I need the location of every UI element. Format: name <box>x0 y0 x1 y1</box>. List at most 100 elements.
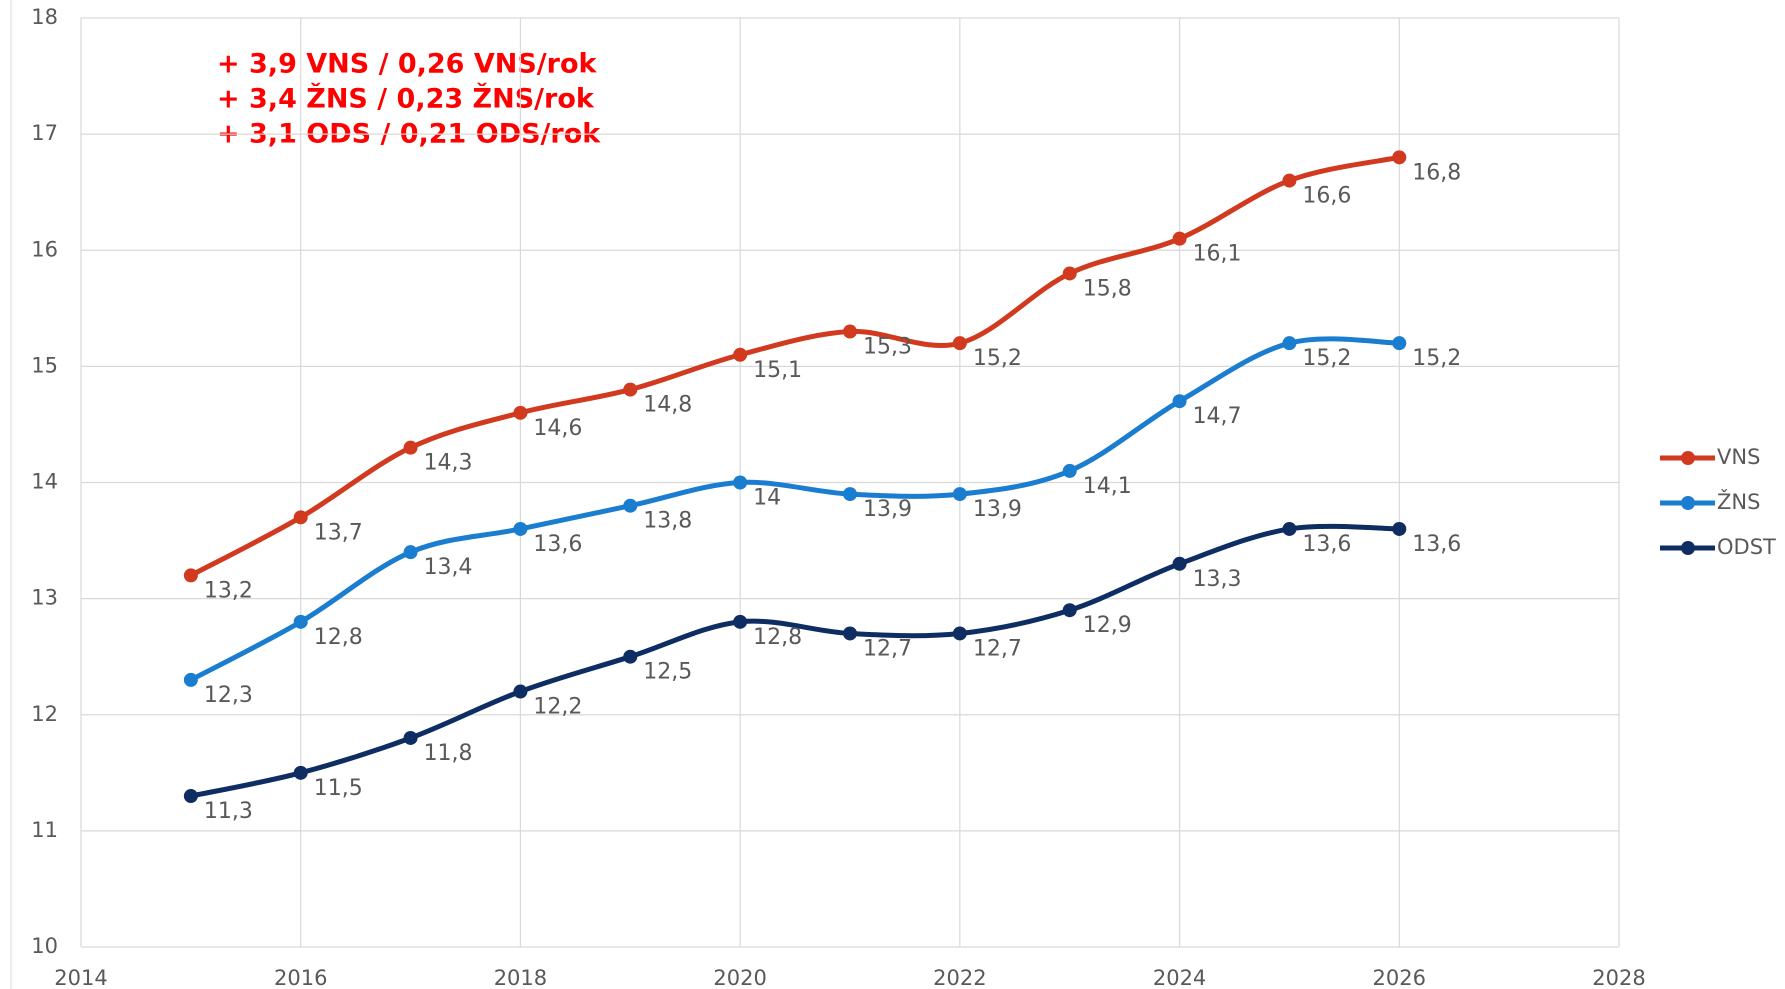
annotation: + 3,9 VNS / 0,26 VNS/rok <box>217 49 598 80</box>
y-tick-label: 10 <box>31 934 58 958</box>
point <box>623 382 638 397</box>
point <box>1392 521 1407 536</box>
y-tick-label: 15 <box>31 353 58 377</box>
data-label: 13,3 <box>1193 567 1242 592</box>
point <box>623 649 638 664</box>
x-tick-label: 2018 <box>494 966 547 989</box>
data-label: 12,9 <box>1083 613 1132 638</box>
point <box>1282 336 1297 351</box>
legend-marker <box>1681 451 1695 465</box>
data-label: 13,6 <box>533 532 582 557</box>
point <box>952 626 967 641</box>
data-label: 14,6 <box>533 416 582 441</box>
y-tick-label: 12 <box>31 702 58 726</box>
data-label: 11,8 <box>424 741 473 766</box>
point <box>733 475 748 490</box>
data-label: 15,3 <box>863 335 912 360</box>
point <box>293 614 308 629</box>
y-tick-label: 16 <box>31 237 58 261</box>
data-label: 15,1 <box>753 358 802 383</box>
x-tick-label: 2022 <box>933 966 986 989</box>
data-label: 14,8 <box>643 393 692 418</box>
data-label: 13,6 <box>1412 532 1461 557</box>
point <box>952 336 967 351</box>
point <box>1172 231 1187 246</box>
point <box>843 626 857 641</box>
point <box>1392 336 1407 351</box>
data-label: 13,6 <box>1302 532 1351 557</box>
point <box>293 510 308 525</box>
legend-label: ŽNS <box>1717 489 1760 514</box>
data-label: 16,8 <box>1412 160 1461 185</box>
legend-marker <box>1681 496 1695 510</box>
point <box>513 521 528 536</box>
legend-label: ODST <box>1717 535 1776 559</box>
point <box>513 405 528 420</box>
data-label: 11,5 <box>314 776 363 801</box>
annotation: + 3,4 ŽNS / 0,23 ŽNS/rok <box>217 83 595 115</box>
y-tick-label: 17 <box>31 121 58 145</box>
point <box>1062 266 1077 281</box>
data-label: 13,7 <box>314 520 363 545</box>
point <box>513 684 528 699</box>
y-tick-label: 13 <box>31 586 58 610</box>
series-line <box>189 336 1400 683</box>
point <box>1392 150 1407 165</box>
x-tick-label: 2016 <box>274 966 327 989</box>
series-line <box>190 523 1400 799</box>
point <box>183 789 198 804</box>
data-label: 11,3 <box>204 799 253 824</box>
data-label: 12,8 <box>753 625 802 650</box>
data-label: 13,4 <box>424 555 473 580</box>
legend-marker <box>1681 541 1695 555</box>
y-tick-label: 11 <box>31 818 58 842</box>
point <box>183 568 198 583</box>
data-label: 15,2 <box>973 346 1022 371</box>
point <box>293 765 308 780</box>
point <box>1282 173 1297 188</box>
point <box>1062 463 1077 478</box>
data-label: 14,7 <box>1193 404 1242 429</box>
x-tick-label: 2020 <box>713 966 766 989</box>
point <box>733 347 748 362</box>
point <box>1172 556 1187 571</box>
legend-label: VNS <box>1717 445 1760 469</box>
data-label: 16,1 <box>1193 242 1242 267</box>
data-label: 15,2 <box>1302 346 1351 371</box>
point <box>403 440 418 455</box>
data-label: 14 <box>753 486 781 511</box>
data-label: 13,2 <box>204 578 253 603</box>
x-tick-label: 2028 <box>1592 966 1645 989</box>
data-label: 12,7 <box>973 636 1022 661</box>
point <box>843 487 857 502</box>
data-label: 12,8 <box>314 625 363 650</box>
x-tick-label: 2026 <box>1373 966 1426 989</box>
data-label: 13,9 <box>863 497 912 522</box>
point <box>1282 521 1297 536</box>
data-label: 14,1 <box>1083 474 1132 499</box>
point <box>403 730 418 745</box>
data-label: 12,5 <box>643 660 692 685</box>
data-label: 15,2 <box>1412 346 1461 371</box>
data-label: 12,2 <box>533 695 582 720</box>
series-line <box>189 154 1400 578</box>
y-tick-label: 18 <box>31 5 58 29</box>
data-label: 12,3 <box>204 683 253 708</box>
point <box>733 614 748 629</box>
data-label: 13,9 <box>973 497 1022 522</box>
point <box>1172 394 1187 409</box>
point <box>1062 603 1077 618</box>
x-tick-label: 2024 <box>1153 966 1206 989</box>
data-label: 16,6 <box>1302 184 1351 209</box>
point <box>952 487 967 502</box>
data-label: 14,3 <box>424 451 473 476</box>
x-tick-label: 2014 <box>54 966 107 989</box>
point <box>843 324 857 339</box>
point <box>183 672 198 687</box>
data-label: 15,8 <box>1083 276 1132 301</box>
y-tick-label: 14 <box>31 470 58 494</box>
data-label: 12,7 <box>863 636 912 661</box>
data-label: 13,8 <box>643 509 692 534</box>
point <box>403 545 418 560</box>
